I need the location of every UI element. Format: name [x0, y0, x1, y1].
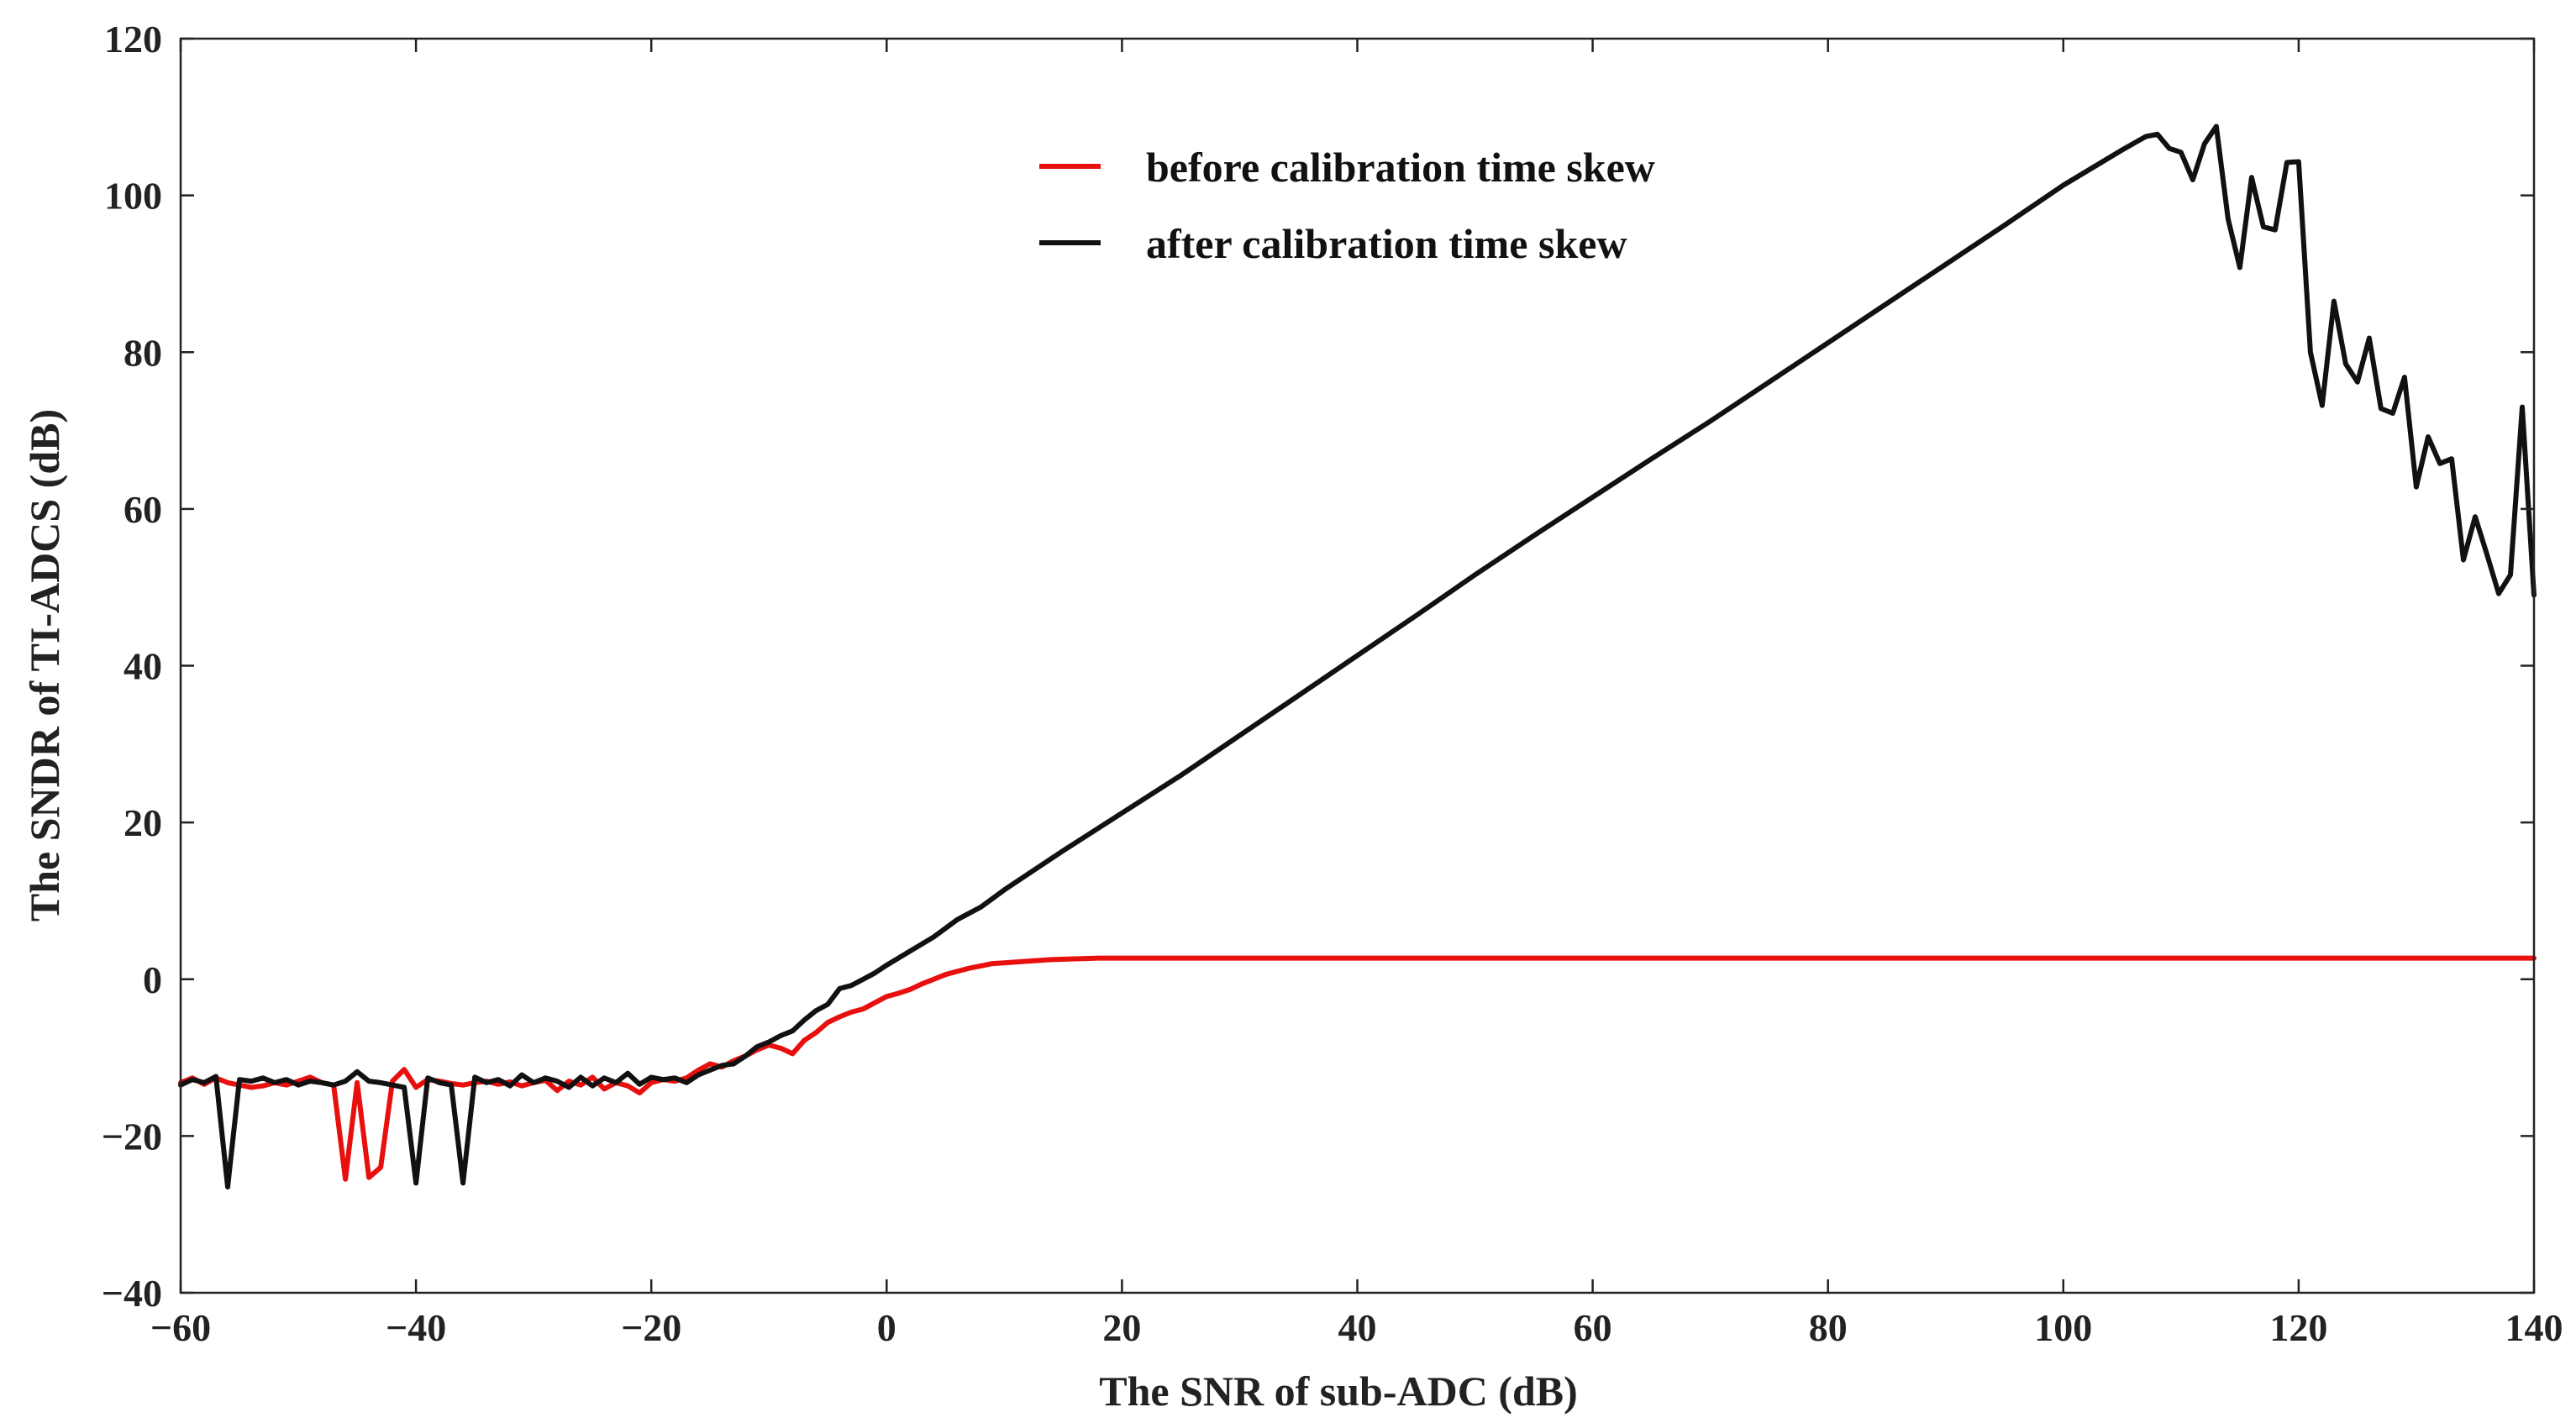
x-tick-label: 140: [2505, 1306, 2563, 1349]
legend-label-after: after calibration time skew: [1146, 220, 1627, 267]
x-tick-label: 80: [1809, 1306, 1848, 1349]
series-line-after-calibration: [178, 123, 2537, 1189]
x-tick-label: 60: [1574, 1306, 1612, 1349]
y-tick-label: 120: [104, 18, 162, 60]
y-tick-label: 20: [124, 801, 162, 844]
y-tick-label: 60: [124, 488, 162, 531]
x-tick-label: 20: [1102, 1306, 1141, 1349]
y-tick-label: 40: [124, 645, 162, 688]
y-tick-label: 80: [124, 331, 162, 374]
x-tick-label: 0: [877, 1306, 896, 1349]
series-layer: [178, 123, 2537, 1189]
x-tick-label: −20: [621, 1306, 681, 1349]
y-tick-label: 0: [143, 958, 162, 1001]
x-axis-title: The SNR of sub-ADC (dB): [1099, 1368, 1578, 1415]
y-tick-label: 100: [104, 175, 162, 218]
legend: before calibration time skew after calib…: [1039, 144, 1655, 267]
x-tick-label: −60: [150, 1306, 211, 1349]
x-tick-label: 120: [2269, 1306, 2327, 1349]
x-tick-label: 100: [2034, 1306, 2092, 1349]
series-line-before-calibration: [178, 955, 2537, 1182]
legend-label-before: before calibration time skew: [1146, 144, 1655, 191]
x-tick-label: 40: [1338, 1306, 1377, 1349]
y-axis-title: The SNDR of TI-ADCS (dB): [21, 409, 68, 921]
x-tick-label: −40: [386, 1306, 446, 1349]
axis-ticks: −60 −40 −20 0 20 40 60 80 100 120 140−40−200204060…: [102, 18, 2563, 1349]
y-tick-label: −20: [102, 1115, 162, 1158]
y-tick-label: −40: [102, 1272, 162, 1315]
